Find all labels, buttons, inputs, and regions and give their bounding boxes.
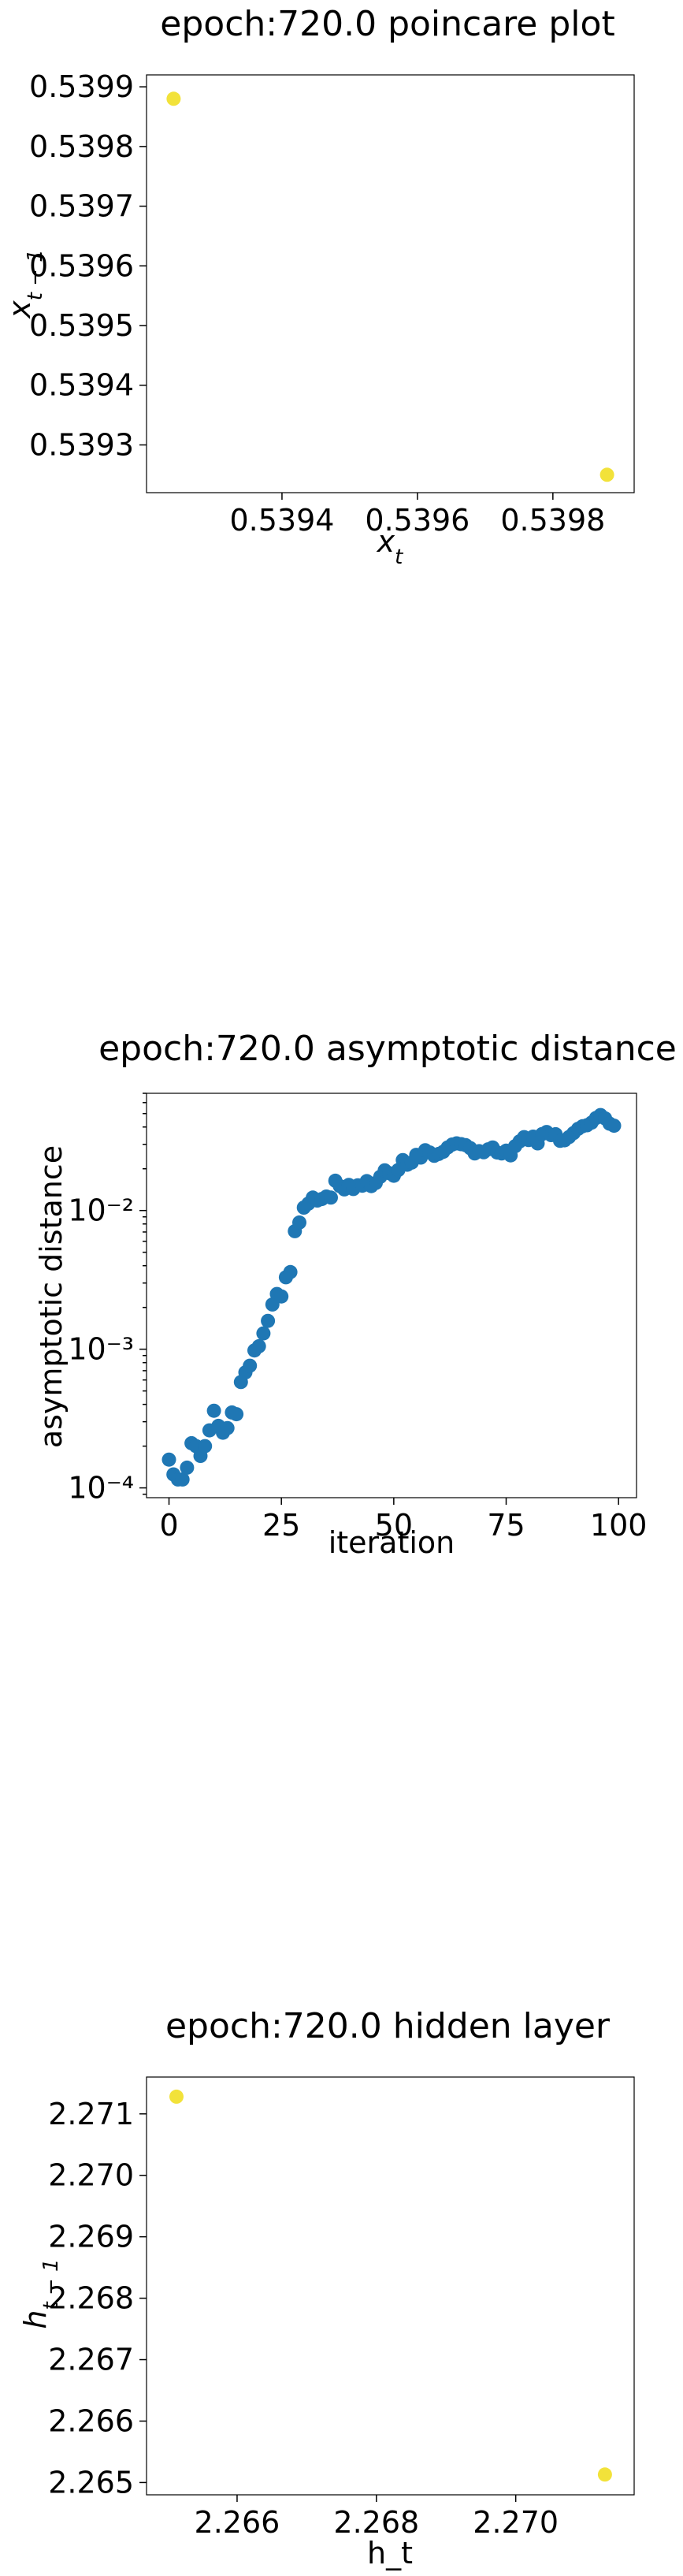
data-point <box>283 1264 298 1279</box>
x-tick-label: 0.5396 <box>365 503 470 538</box>
x-axis-label: iteration <box>329 1525 455 1560</box>
data-point <box>599 467 614 482</box>
x-axis-ticks: 0 25 50 75 100 <box>159 1498 647 1543</box>
y-tick-label: 0.5397 <box>29 189 134 224</box>
asymptotic-distance-chart: epoch:720.0 asymptotic distance 0 25 50 75 1… <box>34 1029 677 1560</box>
y-tick-label: 10⁻³ <box>68 1332 134 1367</box>
chart-title: epoch:720.0 hidden layer <box>165 2006 611 2046</box>
x-tick-label: 2.266 <box>195 2505 280 2540</box>
data-point <box>166 91 181 106</box>
y-axis-ticks: 2.265 2.266 2.267 2.268 2.269 2.270 2.271 <box>48 2097 147 2500</box>
x-tick-label: 0.5398 <box>500 503 605 538</box>
y-tick-label: 0.5395 <box>29 308 134 343</box>
x-axis-label: h_t <box>367 2536 413 2570</box>
data-point <box>274 1289 289 1304</box>
y-tick-label: 2.266 <box>48 2403 134 2438</box>
data-points <box>166 91 614 482</box>
data-point <box>243 1358 258 1373</box>
x-axis-ticks: 0.5394 0.5396 0.5398 <box>229 493 605 538</box>
x-axis-ticks: 2.266 2.268 2.270 <box>195 2495 559 2540</box>
x-tick-label: 0.5394 <box>229 503 334 538</box>
data-point <box>180 1460 195 1475</box>
y-tick-label: 2.269 <box>48 2220 134 2254</box>
data-point <box>175 1472 190 1487</box>
y-axis-ticks: 10⁻⁴ 10⁻³ 10⁻² <box>68 1093 147 1506</box>
data-point <box>198 1439 213 1454</box>
data-point <box>206 1403 221 1418</box>
x-tick-label: 0 <box>159 1508 178 1543</box>
y-tick-label: 0.5398 <box>29 129 134 164</box>
x-tick-label: 25 <box>262 1508 300 1543</box>
plot-frame <box>146 74 635 493</box>
y-tick-label: 2.270 <box>48 2158 134 2193</box>
plot-frame <box>146 2076 635 2496</box>
data-point <box>607 1119 622 1134</box>
y-tick-label: 2.265 <box>48 2465 134 2500</box>
y-axis-label: asymptotic distance <box>34 1145 69 1448</box>
data-point <box>229 1407 244 1422</box>
chart-title: epoch:720.0 asymptotic distance <box>98 1029 677 1069</box>
y-tick-label: 0.5396 <box>29 248 134 283</box>
chart-title: epoch:720.0 poincare plot <box>160 4 614 44</box>
y-axis-label: ht − 1 <box>18 2258 63 2328</box>
x-tick-label: 75 <box>487 1508 525 1543</box>
y-axis-ticks: 0.5393 0.5394 0.5395 0.5396 0.5397 0.5398 0.53… <box>29 69 147 462</box>
data-point <box>169 2089 184 2104</box>
data-point <box>251 1338 266 1353</box>
y-tick-label: 10⁻² <box>68 1193 134 1228</box>
y-tick-label: 2.271 <box>48 2097 134 2131</box>
x-tick-label: 2.268 <box>333 2505 419 2540</box>
data-points <box>169 2089 612 2482</box>
data-point <box>292 1215 306 1230</box>
hidden-layer-chart: epoch:720.0 hidden layer 2.266 2.268 2.270… <box>18 2006 635 2570</box>
data-point <box>256 1326 271 1341</box>
x-tick-label: 100 <box>590 1508 648 1543</box>
y-tick-label: 0.5394 <box>29 368 134 403</box>
x-tick-label: 50 <box>375 1508 413 1543</box>
data-point <box>220 1420 235 1435</box>
y-tick-label: 0.5393 <box>29 427 134 462</box>
y-tick-label: 10⁻⁴ <box>68 1471 134 1506</box>
y-tick-label: 0.5399 <box>29 69 134 104</box>
x-tick-label: 2.270 <box>473 2505 559 2540</box>
data-point <box>261 1313 276 1328</box>
y-tick-label: 2.267 <box>48 2343 134 2377</box>
data-point <box>324 1190 338 1205</box>
poincare-plot-chart: epoch:720.0 poincare plot 0.5394 0.5396 0.… <box>2 4 635 569</box>
data-points <box>161 1107 622 1487</box>
data-point <box>161 1452 176 1467</box>
y-tick-label: 2.268 <box>48 2281 134 2316</box>
data-point <box>597 2467 612 2482</box>
plot-frame <box>146 1093 637 1498</box>
